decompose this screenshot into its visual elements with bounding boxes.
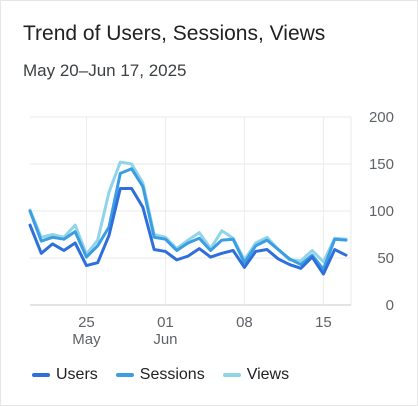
legend-item-views: Views: [222, 366, 290, 384]
chart-title: Trend of Users, Sessions, Views: [23, 22, 326, 45]
y-tick-label: 200: [369, 109, 394, 126]
chart-legend: Users Sessions Views: [32, 366, 307, 384]
legend-label: Users: [56, 366, 98, 383]
legend-item-sessions: Sessions: [115, 366, 205, 384]
y-tick-label: 100: [369, 203, 394, 220]
x-tick-month-label: Jun: [153, 331, 177, 348]
x-tick-label: 15: [315, 314, 332, 331]
legend-swatch: [32, 373, 50, 377]
legend-swatch: [222, 373, 241, 377]
y-tick-label: 150: [369, 156, 394, 173]
x-tick-month-label: May: [72, 331, 101, 348]
series-line-users: [28, 186, 348, 276]
x-tick-label: 25: [78, 314, 95, 331]
x-tick-label: 08: [236, 314, 253, 331]
x-tick-label: 01: [157, 314, 174, 331]
legend-swatch: [115, 373, 134, 377]
legend-label: Sessions: [139, 366, 205, 383]
chart-subtitle: May 20–Jun 17, 2025: [23, 61, 187, 80]
y-tick-label: 0: [386, 297, 394, 314]
y-tick-label: 50: [377, 250, 394, 267]
legend-label: Views: [246, 366, 290, 383]
series-line-sessions: [28, 167, 348, 271]
legend-item-users: Users: [32, 366, 98, 384]
